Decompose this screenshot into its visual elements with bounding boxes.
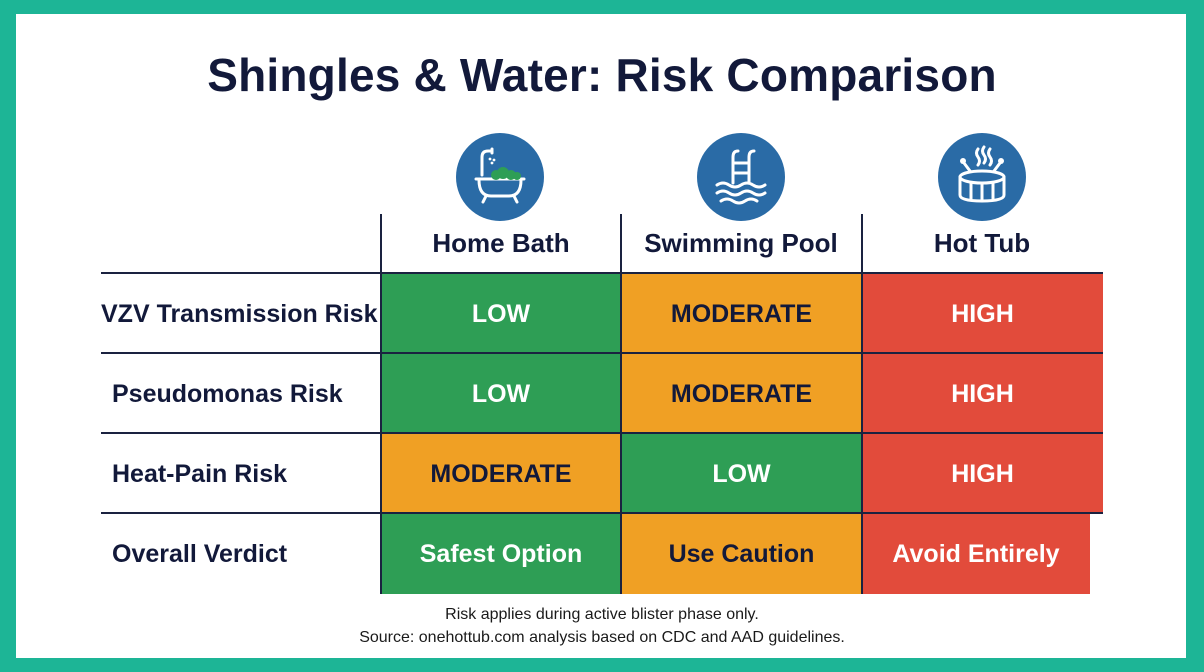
bathtub-icon — [456, 133, 544, 221]
pool-ladder-icon — [697, 133, 785, 221]
cell-heat-pain-swimming-pool: LOW — [621, 434, 862, 514]
row-label-vzv-transmission-risk: VZV Transmission Risk — [101, 300, 378, 328]
cell-verdict-hot-tub: Avoid Entirely — [862, 514, 1090, 594]
chart-title: Shingles & Water: Risk Comparison — [207, 49, 997, 101]
grid-line-vertical-1 — [380, 214, 382, 594]
grid-line-vertical-3 — [861, 214, 863, 594]
column-header-swimming-pool: Swimming Pool — [644, 228, 838, 258]
column-header-home-bath: Home Bath — [432, 228, 570, 258]
footnote: Risk applies during active blister phase… — [445, 606, 759, 623]
grid-line-vertical-2 — [620, 214, 622, 594]
cell-pseudomonas-home-bath: LOW — [381, 354, 621, 434]
row-label-heat-pain-risk: Heat-Pain Risk — [112, 460, 288, 488]
cell-vzv-home-bath: LOW — [381, 274, 621, 354]
cell-heat-pain-hot-tub: HIGH — [862, 434, 1103, 514]
row-label-pseudomonas-risk: Pseudomonas Risk — [112, 380, 343, 408]
cell-verdict-home-bath: Safest Option — [381, 514, 621, 594]
row-label-overall-verdict: Overall Verdict — [112, 540, 288, 568]
cell-verdict-swimming-pool: Use Caution — [621, 514, 862, 594]
cell-heat-pain-home-bath: MODERATE — [381, 434, 621, 514]
cell-pseudomonas-hot-tub: HIGH — [862, 354, 1103, 434]
hot-tub-icon — [938, 133, 1026, 221]
grid-line-horizontal-4 — [101, 512, 1103, 514]
cell-vzv-swimming-pool: MODERATE — [621, 274, 862, 354]
grid-line-horizontal-3 — [101, 432, 1103, 434]
source-note: Source: onehottub.com analysis based on … — [359, 629, 845, 646]
column-header-hot-tub: Hot Tub — [933, 228, 1031, 258]
grid-line-horizontal-1 — [101, 272, 1103, 274]
cell-pseudomonas-swimming-pool: MODERATE — [621, 354, 862, 434]
grid-line-horizontal-2 — [101, 352, 1103, 354]
cell-vzv-hot-tub: HIGH — [862, 274, 1103, 354]
